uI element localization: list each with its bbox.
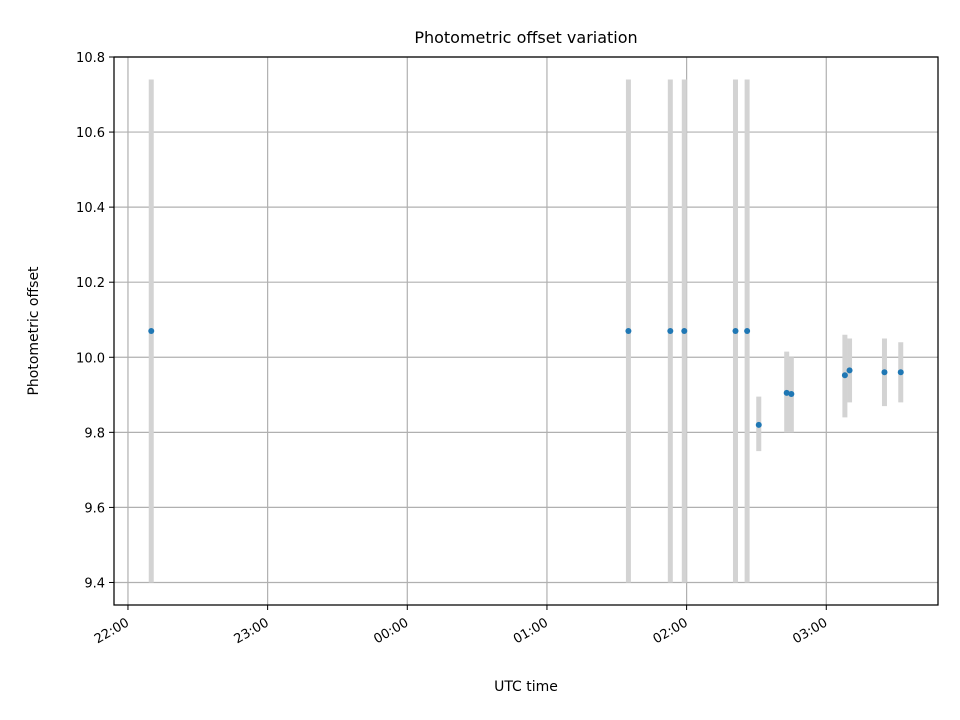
data-point [681, 328, 688, 334]
data-point [881, 369, 888, 376]
data-point [148, 328, 155, 334]
data-point [783, 389, 790, 396]
y-tick-label: 9.4 [84, 576, 105, 591]
x-axis-label: UTC time [494, 679, 558, 695]
data-point [841, 372, 848, 379]
y-axis-ticks: 9.4 9.6 9.8 10.0 10.2 10.4 10.6 10.8 [76, 51, 114, 591]
chart-title: Photometric offset variation [414, 28, 637, 47]
data-point [667, 328, 674, 334]
y-tick-label: 10.6 [76, 126, 105, 141]
y-axis-label: Photometric offset [26, 266, 42, 396]
data-point [897, 369, 904, 376]
y-tick-label: 10.2 [76, 276, 105, 291]
data-point [732, 328, 739, 334]
y-tick-label: 10.0 [76, 351, 105, 366]
y-tick-label: 9.8 [84, 426, 105, 441]
data-point [788, 391, 795, 398]
y-tick-label: 9.6 [84, 501, 105, 516]
data-point [755, 421, 762, 428]
y-tick-label: 10.8 [76, 51, 105, 66]
markers [148, 328, 904, 428]
data-point [846, 367, 853, 374]
data-point [625, 328, 632, 334]
y-tick-label: 10.4 [76, 201, 105, 216]
plot-frame [113, 56, 939, 606]
data-point [744, 328, 751, 334]
